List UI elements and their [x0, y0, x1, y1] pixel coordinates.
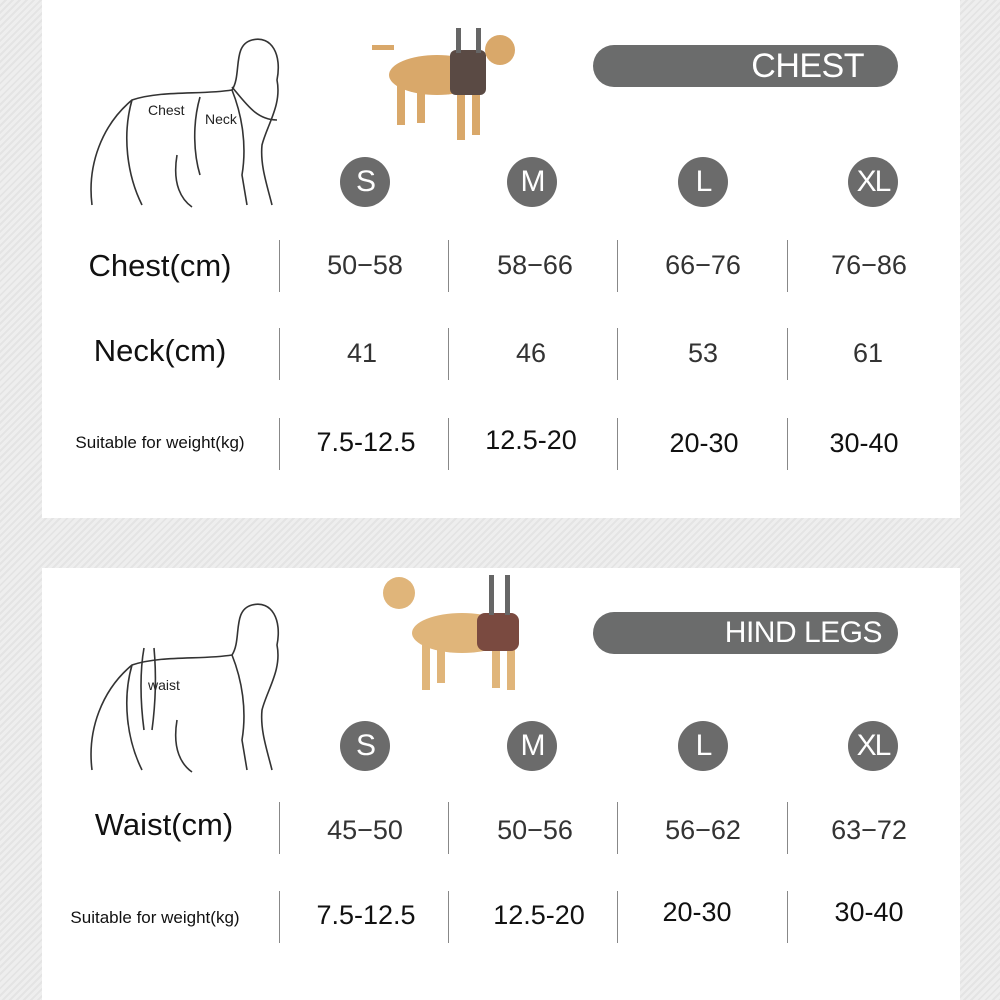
divider	[787, 802, 788, 854]
chest-value-l: 66−76	[665, 250, 741, 280]
size-badge-xl: XL	[848, 721, 898, 771]
row-label-weight: Suitable for weight(kg)	[70, 908, 240, 927]
size-badge-m: M	[507, 721, 557, 771]
divider	[448, 802, 449, 854]
chest-value-xl: 76−86	[831, 250, 907, 280]
divider	[448, 328, 449, 380]
dog-outline-sketch-chest	[90, 38, 279, 208]
dog-outline-sketch-waist	[90, 603, 279, 773]
size-badge-s: S	[340, 157, 390, 207]
divider	[617, 891, 618, 943]
divider	[279, 418, 280, 470]
weight-value-xl: 30-40	[829, 428, 899, 458]
divider	[617, 328, 618, 380]
hind-legs-size-panel: waist HIND LEGS S M L XL Waist(cm) Suita…	[42, 568, 960, 1000]
section-title-chest: CHEST	[593, 45, 898, 87]
weight-value-l: 20-30	[669, 428, 739, 458]
divider	[279, 802, 280, 854]
weight-value-m: 12.5-20	[493, 900, 585, 930]
weight-value-l: 20-30	[662, 897, 732, 927]
neck-value-l: 53	[687, 338, 719, 368]
divider	[448, 240, 449, 292]
sketch-label-waist: waist	[148, 677, 180, 693]
waist-value-xl: 63−72	[831, 815, 907, 845]
size-badge-l: L	[678, 721, 728, 771]
chest-value-m: 58−66	[497, 250, 573, 280]
sketch-label-chest: Chest	[148, 102, 185, 118]
sketch-label-neck: Neck	[205, 111, 237, 127]
size-badge-xl: XL	[848, 157, 898, 207]
divider	[448, 891, 449, 943]
divider	[787, 240, 788, 292]
chest-value-s: 50−58	[327, 250, 403, 280]
divider	[279, 240, 280, 292]
row-label-waist: Waist(cm)	[94, 807, 234, 842]
chest-size-panel: Chest Neck CHEST S M L XL Chest(cm) Neck…	[42, 0, 960, 518]
size-badge-l: L	[678, 157, 728, 207]
size-badge-m: M	[507, 157, 557, 207]
row-label-neck: Neck(cm)	[93, 333, 227, 368]
neck-value-s: 41	[346, 338, 378, 368]
weight-value-s: 7.5-12.5	[316, 427, 416, 457]
divider	[279, 328, 280, 380]
divider	[617, 240, 618, 292]
divider	[617, 802, 618, 854]
waist-value-s: 45−50	[327, 815, 403, 845]
dog-wearing-chest-harness-photo	[372, 28, 515, 140]
weight-value-m: 12.5-20	[485, 425, 577, 455]
row-label-chest: Chest(cm)	[88, 248, 232, 283]
dog-wearing-hind-leg-harness-photo	[383, 575, 519, 690]
neck-value-xl: 61	[852, 338, 884, 368]
divider	[279, 891, 280, 943]
divider	[787, 328, 788, 380]
neck-value-m: 46	[515, 338, 547, 368]
weight-value-xl: 30-40	[834, 897, 904, 927]
divider	[787, 891, 788, 943]
divider	[448, 418, 449, 470]
row-label-weight: Suitable for weight(kg)	[75, 433, 245, 452]
waist-value-l: 56−62	[665, 815, 741, 845]
waist-value-m: 50−56	[497, 815, 573, 845]
divider	[787, 418, 788, 470]
weight-value-s: 7.5-12.5	[316, 900, 416, 930]
section-title-hind-legs: HIND LEGS	[593, 612, 898, 654]
divider	[617, 418, 618, 470]
size-badge-s: S	[340, 721, 390, 771]
